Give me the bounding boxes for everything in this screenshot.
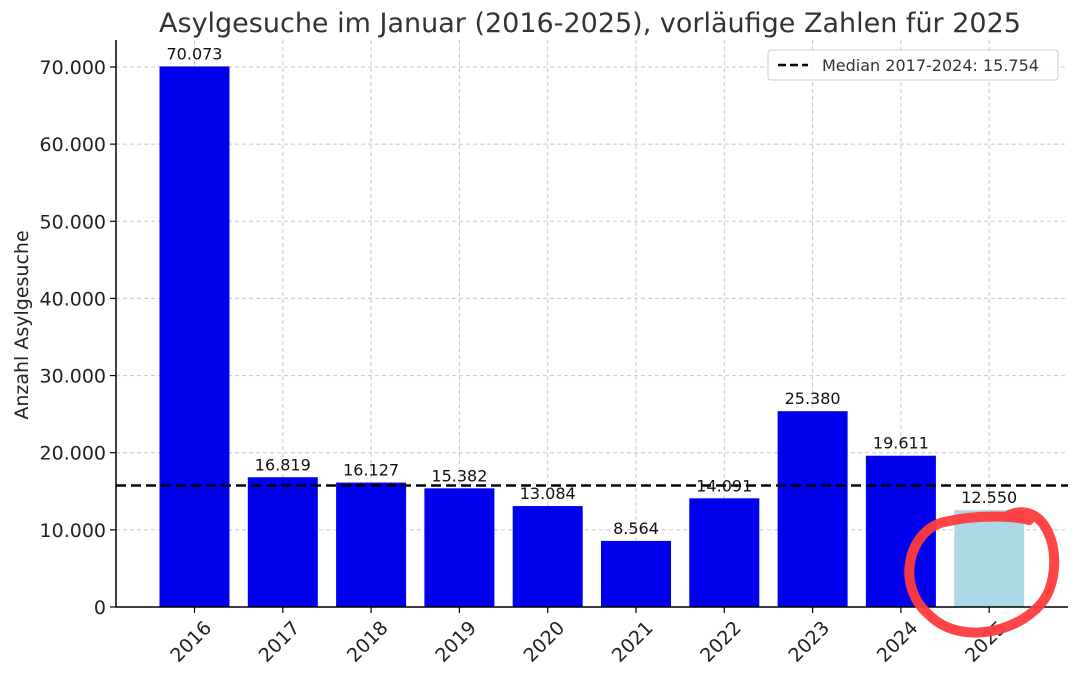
bar-2020 — [512, 506, 583, 607]
x-tick-label: 2023 — [784, 617, 834, 667]
y-tick-label: 50.000 — [40, 211, 106, 233]
data-label-2023: 25.380 — [785, 389, 841, 408]
legend-box — [767, 49, 1059, 81]
y-tick-label: 0 — [94, 597, 106, 619]
annotation-circle — [904, 507, 1060, 638]
x-tick-label: 2020 — [519, 617, 569, 667]
data-label-2024: 19.611 — [873, 434, 929, 453]
y-tick-label: 30.000 — [40, 366, 106, 388]
data-label-2020: 13.084 — [520, 484, 576, 503]
legend-label: Median 2017-2024: 15.754 — [822, 56, 1039, 75]
x-tick-label: 2016 — [166, 617, 216, 667]
data-label-2016: 70.073 — [167, 44, 223, 63]
legend: Median 2017-2024: 15.754 — [767, 49, 1059, 81]
x-tick-label: 2024 — [873, 617, 923, 667]
axes-layer — [110, 40, 1068, 613]
bar-2016 — [159, 66, 230, 607]
x-tick-label: 2017 — [255, 617, 305, 667]
bar-2017 — [247, 477, 318, 607]
bar-2025 — [954, 510, 1025, 607]
data-label-2019: 15.382 — [431, 466, 487, 485]
data-label-2018: 16.127 — [343, 461, 399, 480]
bar-2023 — [777, 411, 848, 607]
x-tick-label: 2022 — [696, 617, 746, 667]
x-tick-label: 2019 — [431, 617, 481, 667]
bar-2022 — [689, 498, 760, 607]
bars-layer — [159, 66, 1025, 607]
bar-2018 — [336, 482, 407, 607]
y-tick-label: 70.000 — [40, 57, 106, 79]
annotation-layer — [904, 507, 1060, 638]
x-tick-label: 2018 — [343, 617, 393, 667]
bar-2019 — [424, 488, 495, 607]
y-axis-title: Anzahl Asylgesuche — [11, 230, 33, 419]
data-label-2017: 16.819 — [255, 455, 311, 474]
y-tick-label: 20.000 — [40, 443, 106, 465]
data-label-2025: 12.550 — [961, 488, 1017, 507]
bar-2021 — [601, 540, 671, 607]
y-tick-label: 10.000 — [40, 520, 106, 542]
data-label-2022: 14.091 — [696, 476, 752, 495]
x-tick-label: 2021 — [608, 617, 658, 667]
chart-title: Asylgesuche im Januar (2016-2025), vorlä… — [159, 8, 1021, 39]
y-tick-label: 60.000 — [40, 134, 106, 156]
data-label-2021: 8.564 — [613, 519, 659, 538]
y-tick-label: 40.000 — [40, 288, 106, 310]
